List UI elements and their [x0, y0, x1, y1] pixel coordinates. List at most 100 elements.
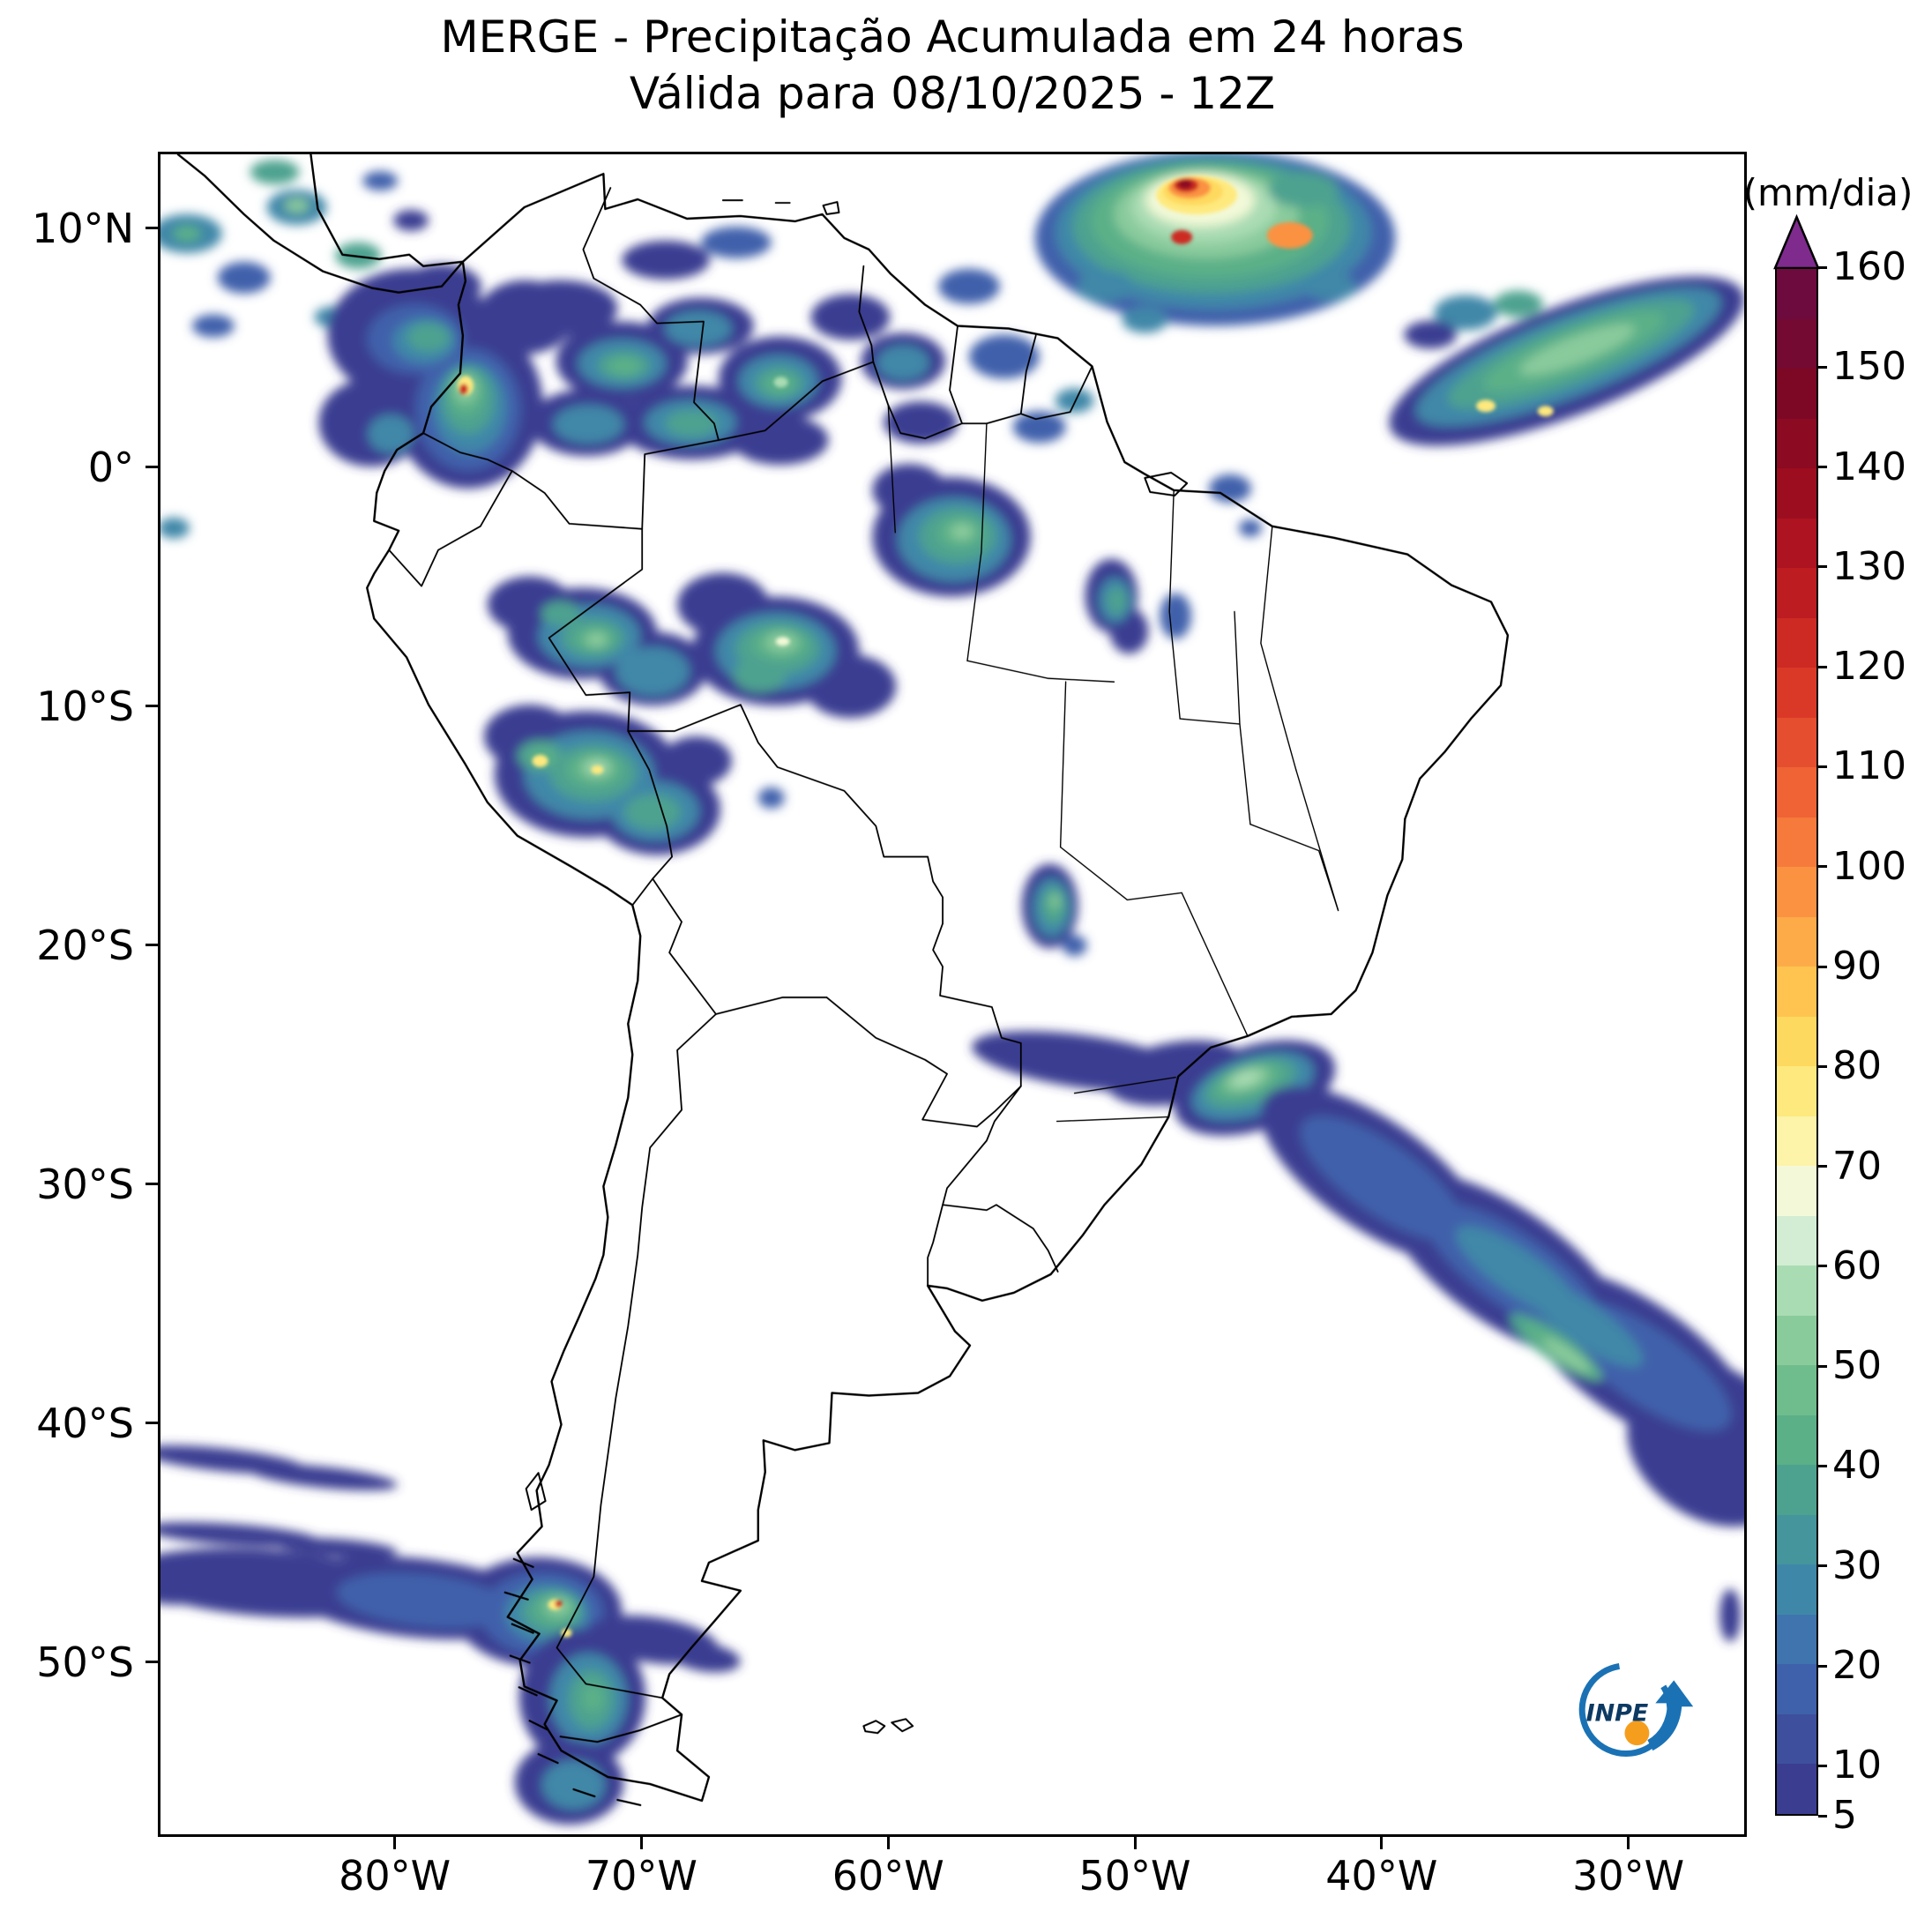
colorbar-tick-mark	[1818, 1464, 1827, 1467]
lon-tick-label: 30°W	[1572, 1852, 1685, 1900]
lon-tick-mark	[1133, 1837, 1137, 1849]
lat-tick-label: 10°S	[36, 682, 134, 730]
colorbar-segment	[1777, 1365, 1816, 1415]
colorbar-tick-mark	[1818, 1165, 1827, 1168]
lon-tick-label: 60°W	[832, 1852, 944, 1900]
colorbar-tick-mark	[1818, 466, 1827, 469]
colorbar-segment	[1777, 1764, 1816, 1814]
title-line-1: MERGE - Precipitação Acumulada em 24 hor…	[440, 11, 1465, 63]
colorbar-tick-label: 90	[1832, 944, 1882, 989]
lat-tick-mark	[145, 1183, 158, 1186]
colorbar-unit-label: (mm/dia)	[1742, 171, 1913, 214]
colorbar-tick-mark	[1818, 865, 1827, 869]
lat-tick-mark	[145, 944, 158, 947]
colorbar-tick-label: 110	[1832, 743, 1906, 789]
lon-tick-mark	[393, 1837, 397, 1849]
colorbar-segment	[1777, 518, 1816, 569]
colorbar-segment	[1777, 1664, 1816, 1714]
lat-tick-label: 0°	[87, 443, 134, 491]
colorbar-segment	[1777, 1016, 1816, 1067]
colorbar-segment	[1777, 817, 1816, 868]
colorbar-segment	[1777, 916, 1816, 967]
colorbar-tick-mark	[1818, 1664, 1827, 1668]
lon-tick-label: 70°W	[585, 1852, 697, 1900]
precip-core-layer	[457, 175, 1554, 1638]
colorbar-tick-label: 40	[1832, 1443, 1882, 1489]
colorbar-segment	[1777, 1166, 1816, 1216]
lon-tick-label: 80°W	[339, 1852, 451, 1900]
colorbar-bar	[1775, 267, 1818, 1816]
lat-tick-mark	[145, 705, 158, 708]
colorbar-tick-label: 100	[1832, 843, 1906, 889]
colorbar-tick-label: 140	[1832, 444, 1906, 489]
map-frame: INPE	[158, 152, 1747, 1837]
colorbar-segment	[1777, 568, 1816, 618]
colorbar-tick-label: 130	[1832, 543, 1906, 589]
colorbar-tick-label: 5	[1832, 1793, 1857, 1838]
colorbar-tick-mark	[1818, 1064, 1827, 1068]
colorbar-segment	[1777, 1116, 1816, 1167]
colorbar-extend-arrow	[1773, 214, 1820, 270]
lon-tick-mark	[639, 1837, 643, 1849]
colorbar-segment	[1777, 1415, 1816, 1466]
colorbar-tick-label: 150	[1832, 344, 1906, 390]
colorbar-tick-mark	[1818, 1364, 1827, 1368]
colorbar-segment	[1777, 1564, 1816, 1615]
lon-tick-label: 40°W	[1325, 1852, 1438, 1900]
colorbar-arrow-svg	[1773, 214, 1820, 270]
lat-tick-mark	[145, 1422, 158, 1425]
lat-tick-mark	[145, 466, 158, 469]
colorbar-segment	[1777, 1514, 1816, 1565]
colorbar-segment	[1777, 1713, 1816, 1765]
colorbar-tick-label: 10	[1832, 1743, 1882, 1788]
title: MERGE - Precipitação Acumulada em 24 hor…	[158, 9, 1747, 122]
inpe-logo-arrow	[1647, 1680, 1694, 1751]
inpe-logo: INPE	[1578, 1663, 1694, 1758]
island-marajo	[1144, 471, 1189, 496]
colorbar-segment	[1777, 1265, 1816, 1316]
lon-tick-mark	[1380, 1837, 1384, 1849]
colorbar-segment	[1777, 967, 1816, 1017]
precip-base-layer	[160, 154, 1744, 1825]
strait-of-magellan	[559, 1713, 683, 1743]
lat-tick-mark	[145, 1661, 158, 1664]
colorbar-segment	[1777, 418, 1816, 469]
lat-tick-label: 50°S	[36, 1638, 134, 1686]
colorbar-segment	[1777, 617, 1816, 668]
inpe-logo-text: INPE	[1586, 1699, 1649, 1727]
island-chiloe	[525, 1472, 547, 1512]
lon-tick-mark	[886, 1837, 890, 1849]
lat-tick-label: 30°S	[36, 1160, 134, 1208]
inpe-logo-orange-dot	[1624, 1721, 1650, 1746]
colorbar-tick-mark	[1818, 965, 1827, 968]
lon-tick-label: 50°W	[1078, 1852, 1191, 1900]
lat-tick-label: 10°N	[32, 204, 134, 252]
title-line-2: Válida para 08/10/2025 - 12Z	[629, 68, 1276, 119]
map-canvas: INPE	[160, 154, 1744, 1825]
country-borders	[388, 187, 1093, 1699]
colorbar-segment	[1777, 269, 1816, 319]
coastline-south-america	[366, 172, 1510, 1803]
lat-tick-label: 20°S	[36, 921, 134, 969]
chile-fjords	[504, 1557, 642, 1807]
colorbar-tick-mark	[1818, 1265, 1827, 1268]
islands-caribbean	[721, 199, 791, 204]
islands-falkland	[862, 1718, 914, 1735]
lon-tick-mark	[1627, 1837, 1630, 1849]
colorbar-segment	[1777, 668, 1816, 718]
colorbar-segment	[1777, 1215, 1816, 1266]
colorbar-segment	[1777, 1315, 1816, 1366]
colorbar-tick-label: 120	[1832, 644, 1906, 690]
colorbar-tick-label: 60	[1832, 1243, 1882, 1288]
colorbar-tick-label: 160	[1832, 244, 1906, 289]
colorbar-tick-mark	[1818, 565, 1827, 569]
colorbar-tick-label: 70	[1832, 1143, 1882, 1189]
colorbar-segment	[1777, 1614, 1816, 1665]
colorbar-tick-mark	[1818, 1814, 1827, 1818]
colorbar-segment	[1777, 468, 1816, 519]
island-trinidad	[822, 201, 840, 215]
brazil-state-borders	[887, 404, 1339, 1123]
colorbar-tick-mark	[1818, 1564, 1827, 1568]
colorbar-segment	[1777, 867, 1816, 917]
